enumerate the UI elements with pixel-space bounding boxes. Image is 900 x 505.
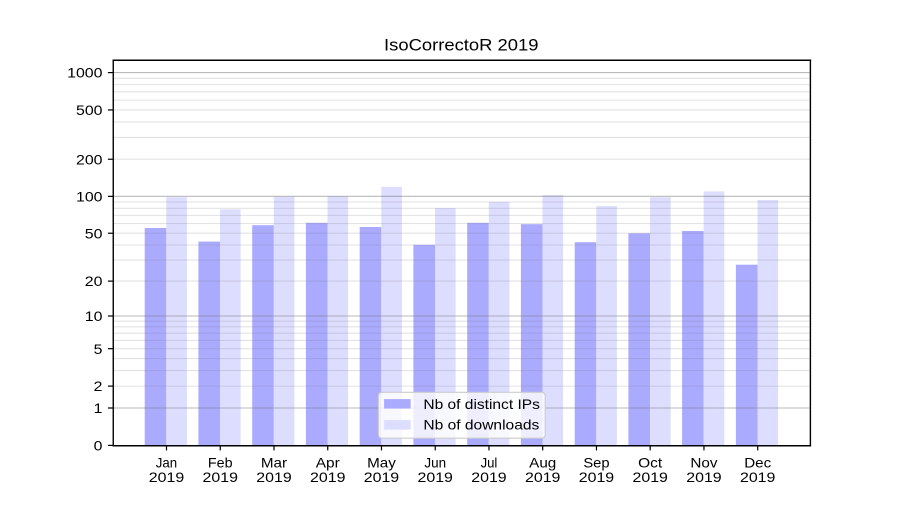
- svg-text:Apr: Apr: [316, 455, 340, 471]
- svg-text:Sep: Sep: [583, 455, 609, 471]
- svg-text:2019: 2019: [579, 469, 615, 485]
- svg-text:2019: 2019: [525, 469, 561, 485]
- svg-text:20: 20: [85, 273, 103, 289]
- svg-text:2019: 2019: [203, 469, 239, 485]
- svg-text:2019: 2019: [686, 469, 722, 485]
- svg-text:Jun: Jun: [424, 455, 446, 471]
- svg-text:2019: 2019: [633, 469, 669, 485]
- svg-text:May: May: [367, 455, 396, 471]
- svg-text:0: 0: [94, 438, 103, 454]
- svg-text:50: 50: [85, 225, 103, 241]
- svg-text:2019: 2019: [256, 469, 292, 485]
- svg-text:500: 500: [76, 102, 103, 118]
- svg-text:Nb of downloads: Nb of downloads: [423, 416, 539, 432]
- svg-text:Oct: Oct: [638, 455, 662, 471]
- svg-text:Feb: Feb: [208, 455, 233, 471]
- svg-text:Aug: Aug: [529, 455, 556, 471]
- svg-text:1000: 1000: [67, 65, 103, 81]
- svg-text:10: 10: [85, 308, 103, 324]
- svg-text:2019: 2019: [310, 469, 346, 485]
- svg-text:2019: 2019: [364, 469, 400, 485]
- svg-text:2019: 2019: [740, 469, 776, 485]
- svg-text:IsoCorrectoR 2019: IsoCorrectoR 2019: [384, 36, 538, 55]
- svg-text:Nov: Nov: [690, 455, 717, 471]
- svg-text:200: 200: [76, 151, 103, 167]
- svg-text:Jul: Jul: [481, 455, 498, 471]
- svg-text:1: 1: [94, 400, 103, 416]
- svg-text:100: 100: [76, 188, 103, 204]
- svg-text:2019: 2019: [418, 469, 454, 485]
- svg-text:Dec: Dec: [744, 455, 771, 471]
- svg-text:2019: 2019: [471, 469, 507, 485]
- svg-text:5: 5: [94, 341, 103, 357]
- svg-text:2: 2: [94, 378, 103, 394]
- svg-text:Mar: Mar: [261, 455, 288, 471]
- svg-text:Nb of distinct IPs: Nb of distinct IPs: [423, 396, 540, 412]
- svg-text:Jan: Jan: [156, 455, 177, 471]
- svg-text:2019: 2019: [149, 469, 185, 485]
